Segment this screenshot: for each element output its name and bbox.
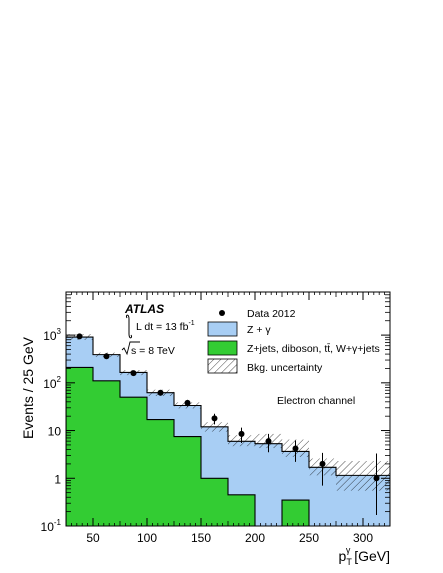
data-point [265,438,272,445]
legend-label-z-gamma: Z + γ [247,324,271,336]
bar-backgrounds [174,436,201,526]
data-point [238,430,245,437]
y-tick-label: 103 [43,327,61,343]
experiment-label: ATLAS [124,302,164,316]
legend-swatch-uncertainty [207,358,238,374]
data-point [76,333,83,340]
bar-z-gamma [120,372,147,398]
data-point [157,389,164,396]
data-point [373,475,380,482]
legend-label-data: Data 2012 [247,308,296,320]
energy-label: s = 8 TeV [131,345,175,357]
bar-backgrounds [282,500,309,526]
bar-backgrounds [66,367,93,526]
data-points [76,333,380,516]
data-point [211,415,218,422]
x-tick-label: 100 [137,531,157,545]
data-point [130,370,137,377]
x-tick-label: 150 [191,531,211,545]
outline-backgrounds [66,366,390,526]
bar-z-gamma [147,392,174,420]
legend-item-backgrounds: Z+jets, diboson, tt̄, W+γ+jets [207,340,380,356]
luminosity-label: L dt = 13 fb-1 [136,320,195,333]
x-tick-label: 300 [353,531,373,545]
bar-z-gamma [228,441,255,495]
y-tick-label: 10-1 [41,518,62,534]
x-tick-label: 50 [86,531,100,545]
legend-data-marker [219,310,225,316]
data-point [184,399,191,406]
legend-item-uncertainty: Bkg. uncertainty [207,358,323,374]
bar-z-gamma [255,443,282,526]
legend-swatch-backgrounds [207,340,238,356]
bar-backgrounds [201,478,228,526]
outline-total [66,336,390,526]
stack-layer [66,337,390,526]
y-tick-label: 102 [43,375,61,391]
bar-backgrounds [228,494,255,526]
channel-label: Electron channel [277,395,355,407]
bar-backgrounds [120,397,147,526]
bar-z-gamma [174,405,201,437]
x-tick-label: 200 [245,531,265,545]
bar-z-gamma [201,426,228,479]
sqrt-sign [121,341,140,356]
data-point [292,445,299,452]
data-point [319,460,326,467]
legend-item-data: Data 2012 [219,308,296,320]
y-tick-label: 1 [54,472,61,486]
y-tick-label: 10 [48,425,62,439]
stack-outlines [66,336,390,526]
legend: Data 2012 Z + γ Z+jets, diboson, tt̄, W+… [207,308,380,374]
plot-area [66,333,390,526]
x-tick-label: 250 [299,531,319,545]
legend-swatch-z-gamma [207,321,238,337]
bar-z-gamma [66,337,93,368]
integral-sign [125,314,133,339]
axis-ticks: 50 100 150 200 250 300 10-1 1 10 102 103 [41,292,390,545]
y-axis-title: Events / 25 GeV [20,336,36,439]
legend-label-uncertainty: Bkg. uncertainty [247,362,323,374]
legend-label-backgrounds: Z+jets, diboson, tt̄, W+γ+jets [247,343,380,355]
bar-backgrounds [147,419,174,526]
bar-backgrounds [93,380,120,526]
legend-item-z-gamma: Z + γ [207,321,271,337]
data-point [103,353,110,360]
x-axis-title: pTγ [GeV] [339,545,390,567]
